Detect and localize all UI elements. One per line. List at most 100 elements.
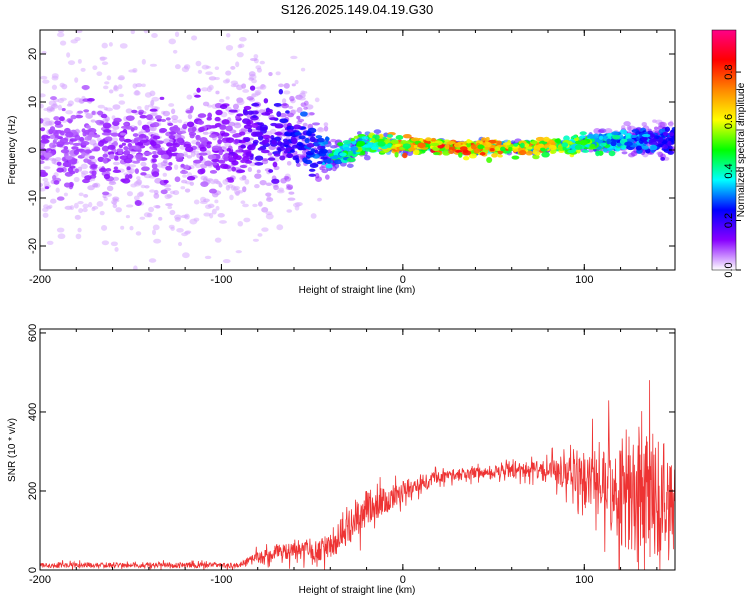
spectrogram-point (218, 159, 226, 164)
spectrogram-point (225, 125, 233, 132)
spectrogram-point (269, 117, 278, 121)
spectrogram-point (125, 204, 134, 208)
spectrogram-point (653, 135, 660, 140)
spectrogram-point (112, 104, 121, 110)
spectrogram-point (177, 130, 187, 134)
spectrogram-point (233, 122, 242, 129)
spectrogram-point (555, 138, 561, 144)
spectrogram-point (259, 127, 268, 131)
spectrogram-point (54, 157, 62, 162)
spectrogram-point (334, 148, 343, 152)
spectrogram-point (225, 78, 231, 83)
spectrogram-point (315, 176, 323, 183)
spectrogram-point (49, 134, 56, 139)
spectrogram-point (133, 195, 140, 201)
spectrogram-point (226, 147, 232, 152)
spectrogram-point (168, 134, 176, 140)
spectrogram-point (87, 127, 97, 134)
spectrogram-point (316, 161, 323, 165)
spectrogram-point (105, 167, 112, 172)
spectrogram-point (242, 186, 247, 193)
spectrogram-point (112, 125, 120, 130)
spectrogram-point (73, 202, 79, 209)
spectrogram-point (67, 60, 76, 66)
spectrogram-point (231, 160, 239, 166)
spectrogram-point (649, 138, 658, 143)
spectrogram-point (624, 141, 633, 147)
spectrogram-point (168, 146, 177, 153)
spectrogram-point (43, 204, 49, 209)
spectrogram-point (79, 136, 85, 142)
spectrogram-point (42, 207, 49, 213)
spectrogram-point (570, 149, 576, 153)
spectrogram-point (63, 146, 69, 150)
spectrogram-point (320, 156, 328, 160)
spectrogram-y-tick-label: -20 (27, 238, 39, 254)
spectrogram-point (44, 186, 50, 190)
spectrogram-point (491, 153, 498, 158)
spectrogram-point (641, 145, 649, 150)
spectrogram-point (572, 135, 577, 139)
spectrogram-point (176, 227, 184, 233)
spectrogram-point (74, 214, 81, 220)
spectrogram-point (595, 150, 600, 157)
spectrogram-point (223, 156, 229, 162)
spectrogram-point (252, 238, 259, 242)
spectrogram-point (200, 168, 206, 174)
spectrogram-point (49, 107, 56, 112)
spectrogram-point (239, 37, 247, 42)
spectrogram-point (240, 159, 246, 163)
spectrogram-point (276, 224, 284, 231)
spectrogram-point (291, 144, 300, 149)
spectrogram-point (287, 129, 294, 133)
spectrogram-point (113, 117, 122, 123)
spectrogram-point (169, 209, 176, 216)
spectrogram-point (254, 184, 260, 189)
spectrogram-point (110, 199, 117, 205)
spectrogram-point (103, 85, 109, 90)
spectrogram-point (669, 132, 675, 137)
spectrogram-point (466, 139, 471, 144)
spectrogram-point (129, 225, 134, 231)
spectrogram-point (121, 142, 126, 146)
spectrogram-point (608, 150, 616, 157)
spectrogram-point (286, 183, 291, 189)
spectrogram-points (40, 30, 675, 270)
spectrogram-point (77, 58, 82, 64)
spectrogram-point (243, 124, 253, 130)
spectrogram-point (455, 149, 463, 153)
spectrogram-point (42, 121, 50, 127)
spectrogram-point (152, 121, 160, 128)
spectrogram-point (306, 143, 315, 148)
spectrogram-point (302, 157, 308, 163)
spectrogram-point (157, 149, 165, 156)
spectrogram-point (144, 104, 149, 111)
spectrogram-point (75, 30, 83, 34)
spectrogram-point (209, 134, 218, 138)
spectrogram-point (610, 140, 617, 147)
spectrogram-point (283, 82, 290, 89)
colorbar-tick-label: 0.0 (723, 262, 735, 277)
spectrogram-point (70, 114, 77, 120)
spectrogram-point (286, 160, 292, 166)
spectrogram-point (266, 108, 273, 113)
spectrogram-point (611, 131, 619, 136)
spectrogram-point (186, 155, 193, 159)
spectrogram-point (110, 241, 118, 247)
spectrogram-point (56, 227, 65, 233)
spectrogram-point (74, 114, 84, 119)
spectrogram-point (259, 60, 265, 65)
spectrogram-point (215, 205, 220, 211)
spectrogram-point (236, 113, 244, 117)
spectrogram-point (108, 181, 117, 186)
spectrogram-point (190, 151, 196, 157)
spectrogram-point (139, 114, 147, 119)
spectrogram-point (525, 146, 533, 150)
spectrogram-point (317, 197, 322, 202)
spectrogram-point (225, 96, 230, 100)
spectrogram-point (180, 163, 185, 168)
spectrogram-point (225, 137, 235, 143)
spectrogram-point (227, 121, 236, 127)
spectrogram-point (60, 149, 70, 154)
spectrogram-point (52, 144, 57, 148)
